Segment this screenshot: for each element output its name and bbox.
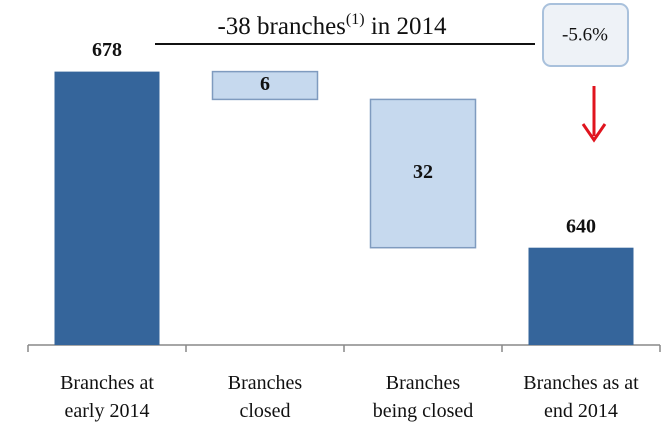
annotation-bg	[160, 14, 505, 42]
value-label: 32	[413, 161, 433, 183]
value-label: 6	[260, 73, 270, 95]
x-tick-label: Branches as at end 2014	[523, 372, 639, 422]
value-label: 678	[92, 39, 122, 61]
callout: -5.6%	[562, 24, 608, 45]
annotation: -38 branches(1) in 2014	[217, 11, 447, 40]
arrow-head	[581, 123, 607, 143]
x-tick-label: Branches at early 2014	[60, 372, 154, 422]
x-tick-label: Branches being closed	[373, 372, 474, 422]
callout-box	[542, 3, 629, 67]
x-tick-label: Branches closed	[228, 372, 303, 422]
bar	[211, 70, 319, 101]
bar	[369, 98, 477, 249]
value-label: 640	[566, 215, 596, 237]
bar	[528, 247, 634, 345]
bar	[54, 71, 160, 345]
